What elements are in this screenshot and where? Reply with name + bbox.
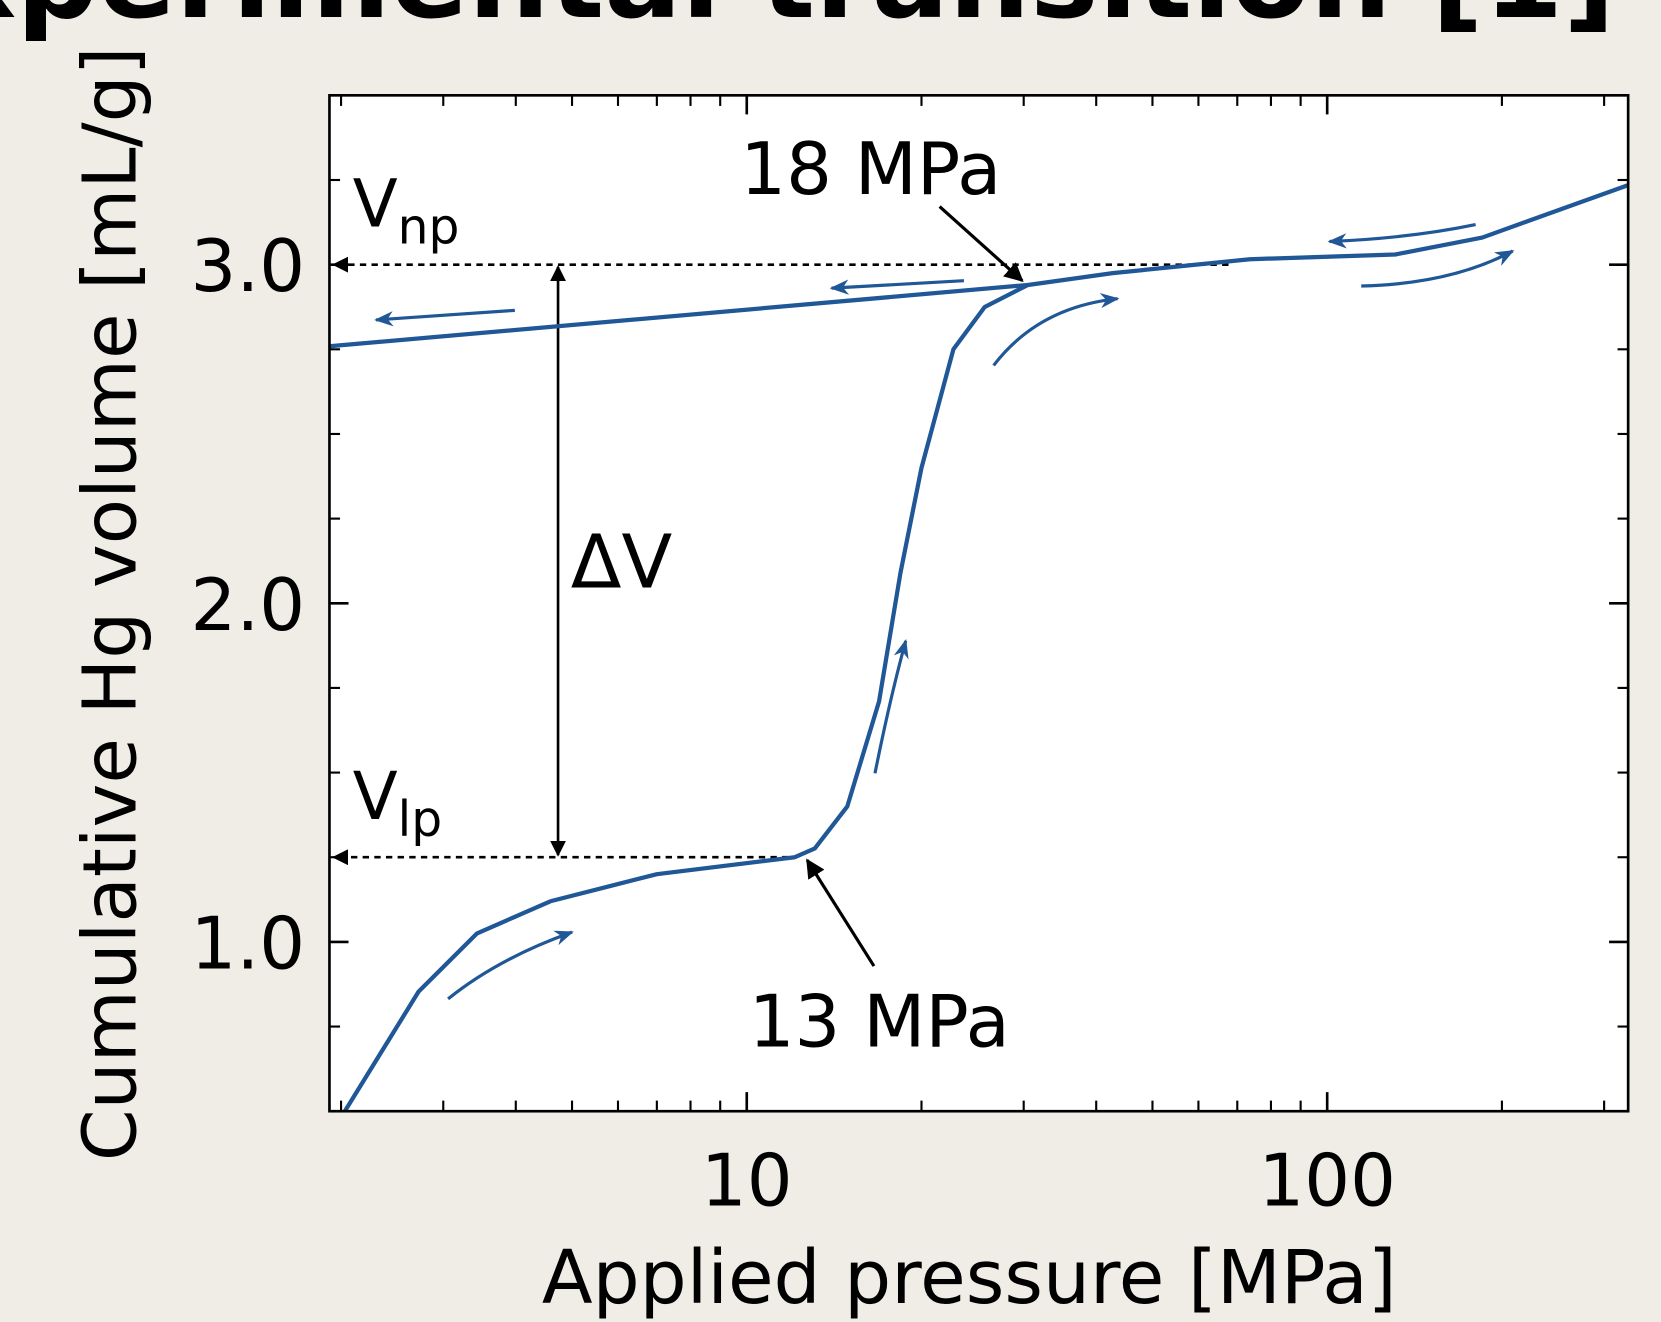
y-tick-label: 1.0 <box>191 901 306 985</box>
annotation-arrow <box>805 858 876 967</box>
annotation: 18 MPa <box>740 127 1001 211</box>
label-main: V <box>353 759 398 835</box>
annotation: 13 MPa <box>749 980 1010 1064</box>
x-tick-label: 10 <box>701 1138 793 1222</box>
delta-label: ΔV <box>571 519 673 605</box>
label-sub: np <box>398 199 460 255</box>
y-tick-label: 2.0 <box>191 563 306 647</box>
reference-label: Vnp <box>353 167 460 256</box>
series-line <box>343 183 1629 1113</box>
direction-arrows <box>374 223 1515 1001</box>
x-axis-title: Applied pressure [MPa] <box>542 1235 1397 1321</box>
chart-title: Experimental transition [1] <box>0 0 1615 44</box>
annotation-arrow <box>938 205 1024 282</box>
label-sub: lp <box>398 792 442 848</box>
x-tick-label: 100 <box>1258 1138 1395 1222</box>
label-main: V <box>353 167 398 243</box>
series-line <box>329 282 1029 349</box>
reference-label: Vlp <box>353 759 442 848</box>
y-tick-label: 3.0 <box>191 224 306 308</box>
y-axis-title: Cumulative Hg volume [mL/g] <box>68 46 154 1161</box>
